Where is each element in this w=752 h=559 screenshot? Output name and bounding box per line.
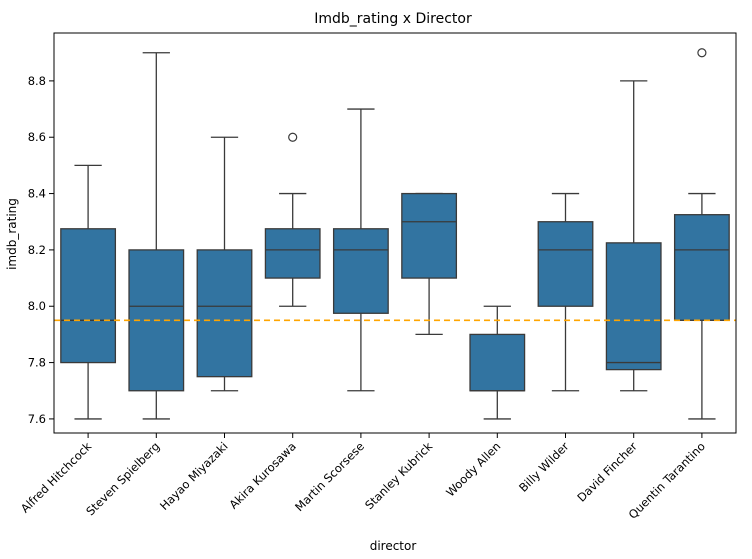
iqr-box xyxy=(264,228,321,279)
iqr-box xyxy=(332,228,389,314)
x-tick-label: David Fincher xyxy=(574,439,640,505)
x-tick-label: Steven Spielberg xyxy=(83,439,162,518)
y-axis: 7.6 7.8 8.0 8.2 8.4 8.6 8.8 xyxy=(28,74,54,426)
box-hayao-miyazaki xyxy=(196,136,253,392)
box-martin-scorsese xyxy=(332,108,389,392)
plot-area xyxy=(53,32,737,434)
y-tick-label: 8.6 xyxy=(28,130,46,144)
y-tick-label: 8.2 xyxy=(28,243,46,257)
x-tick-label: Stanley Kubrick xyxy=(362,439,435,512)
x-tick-label: Billy Wilder xyxy=(516,439,572,495)
y-tick-label: 8.4 xyxy=(28,187,46,201)
box-quentin-tarantino xyxy=(673,48,730,420)
box-stanley-kubrick xyxy=(401,192,458,336)
box-woody-allen xyxy=(469,305,526,420)
outlier-point xyxy=(697,48,707,58)
y-tick-label: 7.6 xyxy=(28,412,46,426)
box-david-fincher xyxy=(605,80,662,392)
box-akira-kurosawa xyxy=(264,132,321,307)
iqr-box xyxy=(401,192,458,279)
box-alfred-hitchcock xyxy=(60,164,117,420)
y-tick-label: 8.8 xyxy=(28,74,46,88)
iqr-box xyxy=(605,242,662,371)
outlier-point xyxy=(288,132,298,142)
box-billy-wilder xyxy=(537,192,594,392)
iqr-box xyxy=(673,214,730,321)
x-tick-label: Woody Allen xyxy=(443,439,503,499)
y-axis-label: imdb_rating xyxy=(5,198,19,270)
x-tick-label: Hayao Miyazaki xyxy=(157,439,231,513)
iqr-box xyxy=(196,249,253,378)
x-tick-label: Quentin Tarantino xyxy=(626,439,708,521)
y-tick-label: 7.8 xyxy=(28,356,46,370)
iqr-box xyxy=(537,221,594,307)
x-tick-label: Martin Scorsese xyxy=(292,439,367,514)
x-tick-label: Akira Kurosawa xyxy=(226,439,298,511)
x-axis-label: director xyxy=(370,539,417,553)
iqr-box xyxy=(60,228,117,364)
x-tick-label: Alfred Hitchcock xyxy=(18,439,95,516)
chart-title: Imdb_rating x Director xyxy=(314,11,472,27)
plot-frame xyxy=(53,32,737,434)
box-steven-spielberg xyxy=(128,52,185,420)
y-tick-label: 8.0 xyxy=(28,299,46,313)
iqr-box xyxy=(469,333,526,392)
